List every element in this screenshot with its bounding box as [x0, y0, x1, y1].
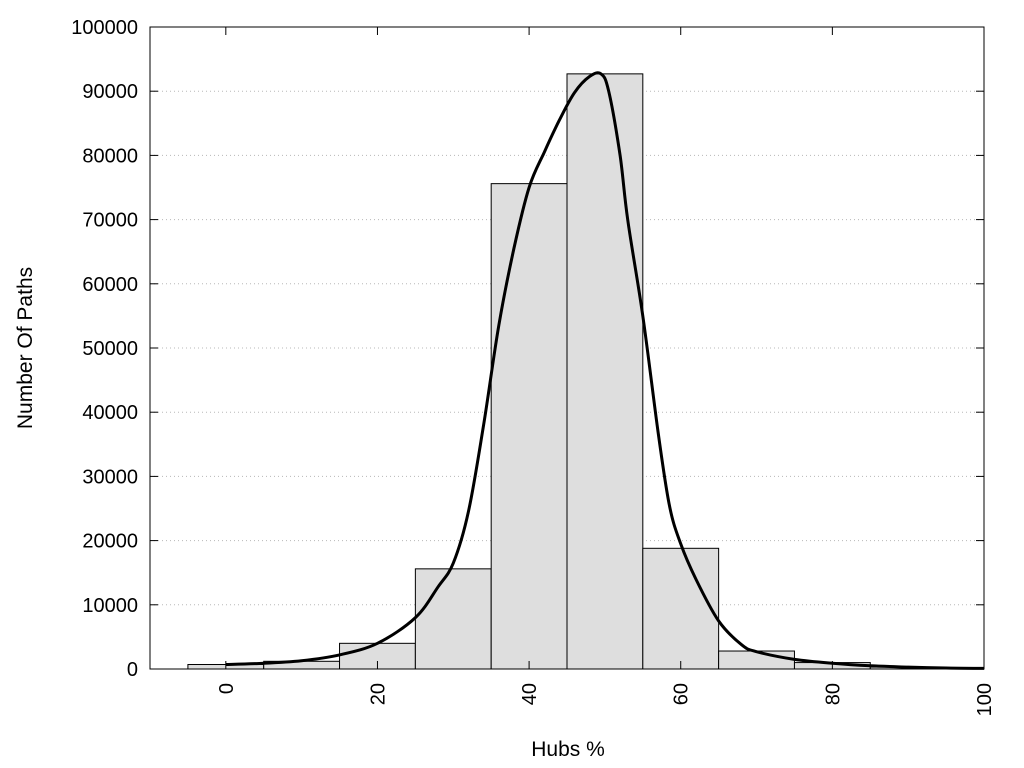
y-axis-title: Number Of Paths	[14, 267, 37, 429]
histogram-bars	[187, 73, 947, 670]
density-curve-line	[225, 71, 985, 670]
y-tick-label: 0	[127, 659, 138, 681]
density-curve	[225, 71, 985, 670]
x-axis-title: Hubs %	[531, 738, 605, 761]
y-tick-label: 40000	[82, 402, 138, 424]
y-tick-label: 60000	[82, 274, 138, 296]
axis-ticks	[150, 26, 985, 670]
y-tick-label: 90000	[82, 81, 138, 103]
histogram-bar	[566, 73, 644, 670]
histogram-bar	[414, 568, 492, 670]
x-tick-label: 20	[367, 683, 389, 705]
y-tick-label: 100000	[71, 17, 138, 39]
histogram-bar	[718, 650, 795, 670]
y-tick-label: 80000	[82, 145, 138, 167]
x-tick-label: 100	[974, 683, 996, 716]
y-tick-label: 70000	[82, 210, 138, 232]
y-tick-label: 20000	[82, 531, 138, 553]
y-tick-label: 30000	[82, 466, 138, 488]
y-tick-label: 50000	[82, 338, 138, 360]
histogram-bar	[642, 547, 720, 670]
y-tick-label: 10000	[82, 595, 138, 617]
x-tick-label: 40	[519, 683, 541, 705]
x-tick-label: 80	[822, 683, 844, 705]
x-tick-label: 60	[671, 683, 693, 705]
x-tick-label: 0	[216, 683, 238, 694]
histogram-bar	[490, 183, 568, 670]
tick-labels: 0 10000 20000 30000 40000 50000 60000 70000 8000…	[71, 17, 996, 716]
